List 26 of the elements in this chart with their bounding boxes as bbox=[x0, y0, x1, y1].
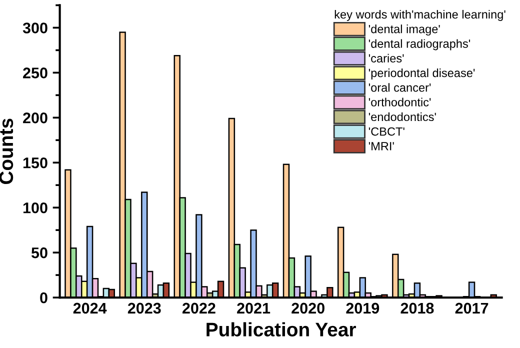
x-tick-label: 2023 bbox=[128, 302, 161, 314]
y-tick-label: 100 bbox=[23, 202, 48, 214]
x-tick-label: 2018 bbox=[400, 302, 434, 314]
x-tick-label: 2022 bbox=[182, 302, 216, 314]
x-tick-label: 2024 bbox=[73, 302, 107, 314]
legend-label: 'dental radiographs' bbox=[368, 39, 470, 50]
legend-label: 'oral cancer' bbox=[368, 83, 431, 92]
x-tick-label: 2019 bbox=[346, 302, 380, 314]
y-tick-label: 250 bbox=[23, 68, 48, 78]
legend-label: 'orthodontic' bbox=[368, 98, 431, 106]
y-tick-label: 200 bbox=[23, 112, 48, 124]
legend-label: 'caries' bbox=[368, 54, 404, 62]
legend-label: 'periodontal disease' bbox=[368, 68, 475, 80]
legend-label: 'endodontics' bbox=[368, 112, 436, 122]
legend-label: 'MRI' bbox=[368, 142, 394, 150]
legend-label: 'CBCT' bbox=[368, 127, 404, 136]
x-tick-label: 2017 bbox=[455, 302, 488, 314]
legend-label: 'dental image' bbox=[368, 24, 440, 36]
y-tick-label: 0 bbox=[40, 292, 48, 304]
y-tick-label: 150 bbox=[23, 157, 48, 168]
x-tick-label: 2020 bbox=[292, 302, 324, 314]
x-axis-title: Publication Year bbox=[206, 322, 356, 336]
x-tick-label: 2021 bbox=[237, 302, 270, 314]
y-tick-label: 50 bbox=[31, 247, 48, 258]
legend-title: key words with'machine learning' bbox=[334, 10, 506, 21]
y-tick-label: 300 bbox=[22, 22, 48, 34]
